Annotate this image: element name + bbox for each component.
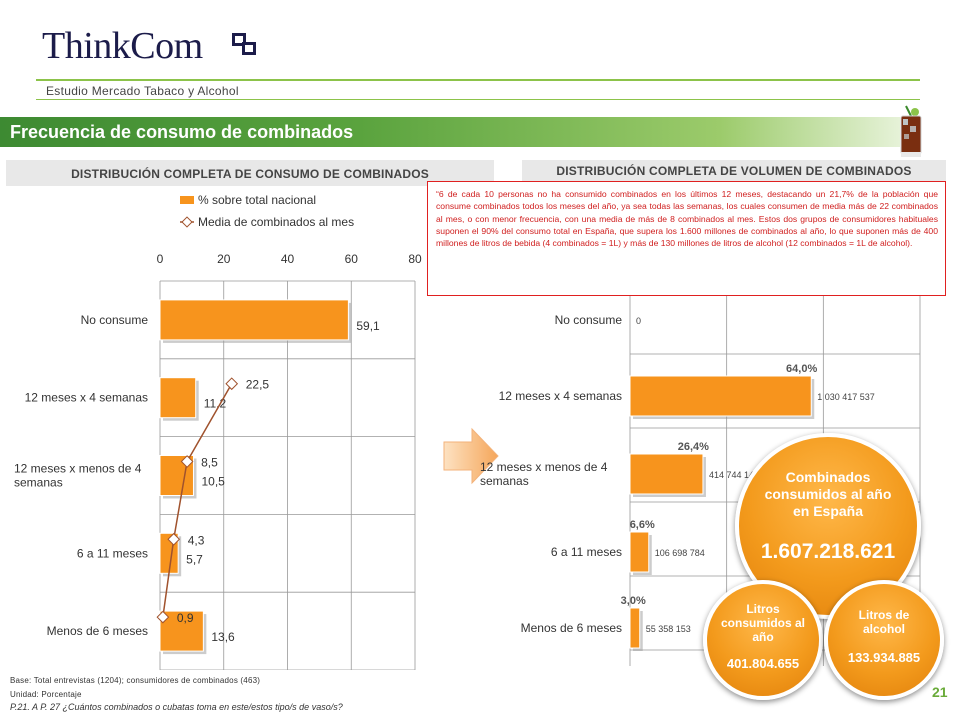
bar-percent-label: 26,4% [678,441,709,453]
bar-percent-label: 64,0% [786,363,817,375]
line-point [225,377,239,391]
total-value: 1.607.218.621 [760,540,896,563]
bar [159,299,349,341]
legend-label-bar: % sobre total nacional [198,193,316,207]
line-value-label: 22,5 [246,378,270,392]
bar [159,377,197,419]
bar [629,453,704,495]
right-panel-heading: DISTRIBUCIÓN COMPLETA DE VOLUMEN DE COMB… [522,160,946,182]
footer-question: P.21. A P. 27 ¿Cuántos combinados o cuba… [10,702,343,712]
x-tick-label: 0 [157,252,164,266]
page-title: Frecuencia de consumo de combinados [10,122,354,142]
alcohol-label: Litros de alcohol [858,608,910,636]
left-panel-heading: DISTRIBUCIÓN COMPLETA DE CONSUMO DE COMB… [6,160,494,186]
header-divider [36,79,920,81]
bar-value-label: 11,2 [204,397,227,411]
study-subtitle: Estudio Mercado Tabaco y Alcohol [46,84,239,98]
volumen-chart: No consume 12 meses x 4 semanas 12 meses x… [480,296,921,666]
category-label: Menos de 6 meses [47,624,148,638]
bar-percent-label: 6,6% [630,519,655,531]
thinkcom-logo: ThinkCom [42,26,258,66]
logo-text: ThinkCom [42,25,203,67]
litros-value: 401.804.655 [726,656,800,671]
category-label: 12 meses x 4 semanas [499,389,622,403]
category-label: 12 meses x menos de 4 semanas [14,462,142,490]
footer-base: Base: Total entrevistas (1204); consumid… [10,676,261,685]
line-point [156,610,170,624]
series-line [162,383,233,618]
category-label: Menos de 6 meses [521,621,622,635]
logo-square-icon [242,42,256,55]
alcohol-callout: Litros de alcohol 133.934.885 [824,580,944,700]
category-label: No consume [555,313,623,327]
category-label: 6 a 11 meses [551,545,622,559]
x-tick-label: 60 [345,252,359,266]
legend-swatch-bar [180,196,194,204]
consumo-chart: % sobre total nacional Media de combinad… [14,193,422,670]
bar [629,375,812,417]
alcohol-value: 133.934.885 [847,650,921,665]
page-number: 21 [932,684,948,700]
category-label: 6 a 11 meses [77,546,148,560]
total-label: Combinados consumidos al año en España [764,469,892,519]
line-point [167,532,181,546]
bar-value-label: 13,6 [211,630,235,644]
category-label: 12 meses x menos de 4 semanas [480,460,608,488]
bar-value-label: 1 030 417 537 [817,392,875,402]
x-tick-label: 80 [408,252,422,266]
bar-value-label: 5,7 [186,552,203,566]
legend-label-line: Media de combinados al mes [198,215,354,229]
x-tick-label: 40 [281,252,295,266]
category-label: No consume [81,313,149,327]
bar-value-label: 106 698 784 [655,548,705,558]
cocktail-glass-icon [900,105,922,157]
bar [629,531,650,573]
bar-value-label: 10,5 [201,475,225,489]
summary-quote: “6 de cada 10 personas no ha consumido c… [427,181,946,296]
header-divider [36,99,920,100]
bar-value-label: 414 744 147 [709,470,759,480]
legend-marker-line [181,216,193,228]
bar [629,607,641,649]
footer-unidad: Unidad: Porcentaje [10,690,82,699]
bar-value-label: 55 358 153 [646,624,691,634]
litros-label: Litros consumidos al año [720,602,806,644]
line-value-label: 4,3 [188,533,205,547]
bar-value-label: 59,1 [356,319,380,333]
line-value-label: 8,5 [201,456,218,470]
right-arrow-icon [443,427,499,485]
bar-percent-label: 3,0% [621,595,646,607]
litros-callout: Litros consumidos al año 401.804.655 [703,580,823,700]
line-point [180,455,194,468]
category-label: 12 meses x 4 semanas [25,391,148,405]
line-value-label: 0,9 [177,611,194,625]
bar-value-label: 0 [636,316,641,326]
x-tick-label: 20 [217,252,231,266]
title-banner [0,117,900,147]
